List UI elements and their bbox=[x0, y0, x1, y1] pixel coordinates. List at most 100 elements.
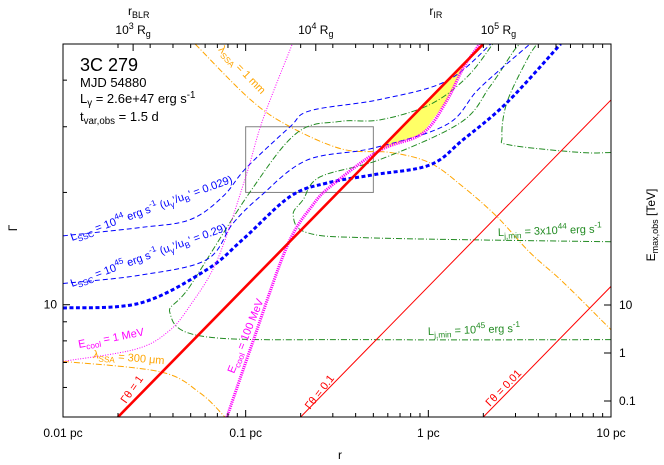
source-name: 3C 279 bbox=[80, 55, 138, 75]
label-segment: L bbox=[69, 276, 79, 289]
label-segment: var,obs bbox=[84, 116, 116, 127]
plot-frame bbox=[62, 43, 612, 418]
x-tick-label: 0.01 pc bbox=[43, 426, 82, 440]
label-segment: max,obs bbox=[650, 219, 660, 254]
label-segment: L bbox=[69, 230, 79, 243]
label-segment: -1 bbox=[594, 220, 602, 229]
label-segment: '/u bbox=[171, 191, 186, 206]
label-segment: erg s bbox=[123, 203, 153, 224]
label-segment: Γθ = 0.1 bbox=[303, 373, 337, 412]
label-segment: γ bbox=[169, 246, 177, 256]
label-segment: L bbox=[498, 227, 505, 239]
label-segment: λ bbox=[93, 349, 100, 361]
x-axis-title: r bbox=[338, 448, 342, 462]
label-segment: Γθ = 0.01 bbox=[484, 368, 525, 410]
label-lssa-300um: λSSA = 300 μm bbox=[93, 349, 165, 369]
label-gt001: Γθ = 0.01 bbox=[484, 368, 525, 410]
label-segment: R bbox=[316, 23, 328, 37]
y2-tick-label: 10 bbox=[619, 298, 633, 312]
label-segment: = 10 bbox=[91, 216, 118, 236]
label-segment: = 1 MeV bbox=[99, 326, 145, 346]
label-segment: g bbox=[511, 29, 516, 39]
curve-ecool-1MeV bbox=[63, 44, 293, 362]
label-segment: γ bbox=[169, 200, 177, 210]
y2-axis-title: Emax,obs [TeV] bbox=[644, 189, 660, 262]
label-segment: = 300 μm bbox=[115, 351, 165, 367]
label-segment: E bbox=[226, 364, 240, 375]
mjd-label: MJD 54880 bbox=[80, 75, 146, 90]
label-segment: erg s bbox=[485, 323, 513, 336]
label-gt01: Γθ = 0.1 bbox=[303, 373, 337, 412]
label-segment: erg s bbox=[567, 224, 595, 237]
ticks-layer: 0.01 pc 0.1 pc 1 pc 10 pc 10 10 1 0.1 103 Rg 104 … bbox=[43, 4, 636, 440]
curve-lssc-1e45 bbox=[63, 44, 531, 284]
label-segment: j,min bbox=[433, 330, 452, 340]
label-lssa-1mm: λSSA = 1 mm bbox=[214, 44, 267, 98]
label-ljmin-1e45: Lj,min = 1045 erg s-1 bbox=[428, 320, 521, 340]
curve-collimation-gt001 bbox=[482, 286, 611, 417]
y2-tick-label: 1 bbox=[619, 346, 626, 360]
curve-collimation-gt1 bbox=[117, 44, 485, 417]
label-segment: (u bbox=[155, 243, 171, 259]
label-segment: -1 bbox=[513, 320, 521, 329]
label-segment: -1 bbox=[147, 244, 157, 255]
label-segment: 10 bbox=[298, 23, 312, 37]
label-ljmin-3e44: Lj,min = 3x1044 erg s-1 bbox=[498, 220, 603, 241]
label-segment: = 1 mm bbox=[231, 60, 267, 97]
label-segment: γ bbox=[87, 98, 92, 109]
label-segment: IR bbox=[433, 10, 443, 20]
label-segment: 3C 279 bbox=[80, 55, 138, 75]
label-segment: L bbox=[428, 326, 435, 338]
x-tick-label: 1 pc bbox=[417, 426, 440, 440]
label-segment: E bbox=[77, 338, 86, 351]
label-segment: erg s bbox=[123, 249, 153, 270]
label-segment: ' = 0.029) bbox=[187, 174, 234, 201]
label-segment: t bbox=[80, 109, 84, 124]
label-segment: g bbox=[146, 29, 151, 39]
x-tick-label: 0.1 pc bbox=[229, 426, 262, 440]
label-segment: (u bbox=[155, 197, 171, 213]
top-tick-label: 104 Rg bbox=[298, 21, 333, 39]
x-tick-label: 10 pc bbox=[596, 426, 625, 440]
label-segment: 44 bbox=[557, 222, 567, 231]
label-segment: BLR bbox=[132, 10, 150, 20]
label-segment: B bbox=[184, 240, 193, 251]
label-segment: 10 bbox=[115, 23, 129, 37]
top-marker-label: rBLR bbox=[128, 4, 150, 20]
label-segment: MJD 54880 bbox=[80, 75, 146, 90]
label-segment: E bbox=[644, 253, 658, 261]
luminosity-label: Lγ = 2.6e+47 erg s-1 bbox=[80, 90, 195, 109]
curve-ssc-thick bbox=[63, 44, 562, 310]
label-segment: 10 bbox=[481, 23, 495, 37]
curve-ljmin-1e45 bbox=[168, 44, 611, 341]
variability-label: tvar,obs = 1.5 d bbox=[80, 109, 159, 127]
curve-lssa-1mm bbox=[194, 44, 611, 331]
label-segment: R bbox=[134, 23, 146, 37]
y-tick-label: 10 bbox=[44, 298, 58, 312]
label-segment: -1 bbox=[187, 90, 196, 101]
label-segment: 4 bbox=[311, 21, 316, 31]
top-tick-label: 103 Rg bbox=[115, 21, 150, 39]
label-segment: -1 bbox=[147, 198, 157, 209]
top-marker-label: rIR bbox=[429, 4, 443, 20]
label-segment: R bbox=[499, 23, 511, 37]
label-ecool-100mev: Ecool = 100 MeV bbox=[226, 297, 269, 376]
label-segment: = 3x10 bbox=[521, 225, 558, 238]
curve-collimation-gt01 bbox=[300, 99, 611, 417]
curve-ljmin-right bbox=[500, 44, 611, 154]
label-segment: L bbox=[80, 91, 87, 106]
top-tick-label: 105 Rg bbox=[481, 21, 516, 39]
label-segment: g bbox=[328, 29, 333, 39]
label-segment: SSA bbox=[98, 354, 116, 364]
label-segment: = 10 bbox=[451, 324, 476, 337]
curve-lssa-300um bbox=[63, 360, 226, 417]
y-axis-title: Γ bbox=[6, 224, 20, 231]
label-segment: = 1.5 d bbox=[115, 109, 159, 124]
label-segment: 45 bbox=[113, 256, 125, 268]
curve-ljmin-3e44 bbox=[292, 44, 611, 243]
label-segment: cool bbox=[85, 340, 102, 352]
curve-ecool-100MeV bbox=[225, 44, 481, 417]
label-ecool-1mev: Ecool = 1 MeV bbox=[77, 326, 146, 353]
y2-tick-label: 0.1 bbox=[619, 394, 636, 408]
